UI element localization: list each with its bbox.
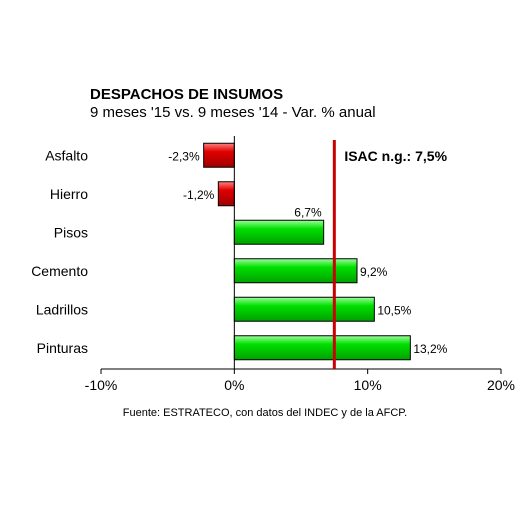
source-note: Fuente: ESTRATECO, con datos del INDEC y… <box>122 407 408 419</box>
x-tick-label: 0% <box>224 377 244 393</box>
data-label: 13,2% <box>413 342 447 356</box>
bar-ladrillos <box>233 296 375 322</box>
bar-hierro <box>217 181 235 207</box>
category-label: Pinturas <box>37 340 88 356</box>
x-tick-label: 20% <box>487 377 515 393</box>
category-label: Asfalto <box>45 147 88 163</box>
reference-line-label: ISAC n.g.: 7,5% <box>344 148 447 164</box>
chart-subtitle: 9 meses '15 vs. 9 meses '14 - Var. % anu… <box>90 104 376 121</box>
x-tick-label: 10% <box>354 377 382 393</box>
data-label: -2,3% <box>168 149 200 163</box>
bar-cemento <box>233 258 358 284</box>
category-label: Hierro <box>50 186 88 202</box>
bar-asfalto <box>203 142 235 168</box>
category-label: Ladrillos <box>36 301 88 317</box>
category-label: Cemento <box>31 263 88 279</box>
data-label: 10,5% <box>377 303 411 317</box>
x-tick-label: -10% <box>85 377 118 393</box>
bar-pisos <box>233 219 325 245</box>
data-label: 6,7% <box>294 205 322 219</box>
bar-pinturas <box>233 335 411 361</box>
category-label: Pisos <box>54 224 88 240</box>
chart-title: DESPACHOS DE INSUMOS <box>90 86 284 103</box>
data-label: -1,2% <box>183 188 215 202</box>
data-label: 9,2% <box>360 265 388 279</box>
